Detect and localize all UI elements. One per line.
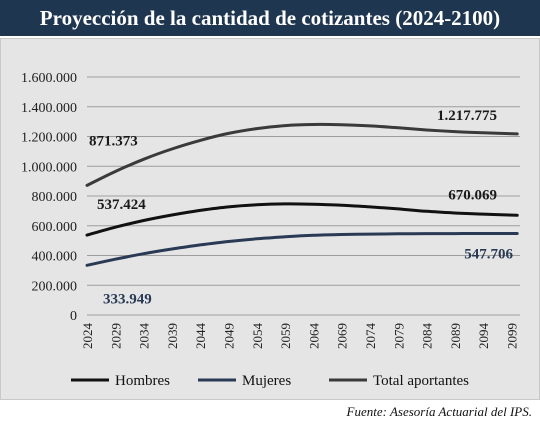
y-tick-label: 800.000 bbox=[32, 190, 78, 205]
chart-panel: 0 200.000 400.000 600.000 800.000 1.000.000 1.… bbox=[0, 38, 540, 400]
series-line-mujeres bbox=[85, 232, 519, 267]
x-tick-label: 2074 bbox=[363, 323, 378, 350]
x-tick-label: 2024 bbox=[80, 323, 95, 350]
x-tick-label: 2064 bbox=[306, 323, 321, 350]
x-tick-label: 2099 bbox=[505, 323, 520, 349]
y-tick-label: 200.000 bbox=[32, 279, 78, 294]
x-tick-label: 2069 bbox=[335, 323, 350, 349]
series-line-total-aportantes bbox=[85, 122, 519, 187]
legend-label: Mujeres bbox=[242, 373, 291, 389]
x-tick-label: 2094 bbox=[476, 323, 491, 350]
data-label: 871.373 bbox=[89, 133, 138, 149]
chart-header: Proyección de la cantidad de cotizantes … bbox=[0, 0, 540, 36]
data-label: 547.706 bbox=[464, 247, 513, 263]
x-tick-label: 2034 bbox=[137, 323, 152, 350]
legend-label: Hombres bbox=[115, 373, 170, 389]
data-label: 670.069 bbox=[448, 187, 497, 203]
y-tick-label: 1.200.000 bbox=[21, 131, 77, 146]
page-title: Proyección de la cantidad de cotizantes … bbox=[39, 5, 501, 30]
data-label: 1.217.775 bbox=[437, 108, 497, 124]
line-chart: 0 200.000 400.000 600.000 800.000 1.000.000 1.… bbox=[21, 71, 520, 389]
x-tick-label: 2084 bbox=[420, 323, 435, 350]
source-note: Fuente: Asesoría Actuarial del IPS. bbox=[346, 404, 532, 419]
y-tick-label: 400.000 bbox=[32, 250, 78, 265]
x-tick-label: 2054 bbox=[250, 323, 265, 350]
x-tick-label: 2044 bbox=[193, 323, 208, 350]
series-line-hombres bbox=[85, 202, 519, 237]
x-tick-label: 2029 bbox=[108, 323, 123, 349]
y-tick-label: 600.000 bbox=[32, 220, 78, 235]
y-tick-label: 1.000.000 bbox=[21, 160, 77, 175]
y-tick-label: 1.400.000 bbox=[21, 101, 77, 116]
x-tick-label: 2079 bbox=[391, 323, 406, 349]
data-label: 333.949 bbox=[103, 291, 152, 307]
y-tick-label: 1.600.000 bbox=[21, 71, 77, 86]
x-tick-label: 2059 bbox=[278, 323, 293, 349]
legend-label: Total aportantes bbox=[373, 373, 469, 389]
y-tick-label: 0 bbox=[70, 309, 77, 324]
x-tick-label: 2049 bbox=[222, 323, 237, 349]
data-label: 537.424 bbox=[97, 197, 146, 213]
x-tick-label: 2089 bbox=[448, 323, 463, 349]
x-tick-label: 2039 bbox=[165, 323, 180, 349]
